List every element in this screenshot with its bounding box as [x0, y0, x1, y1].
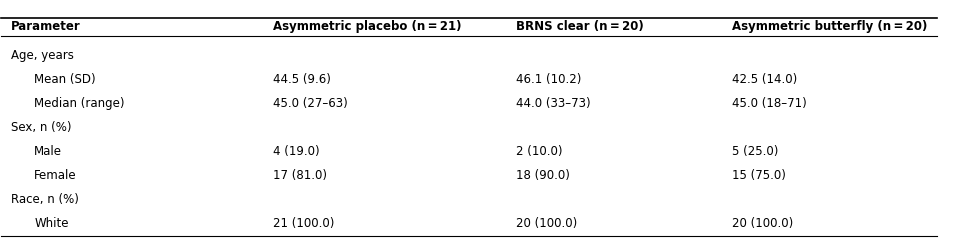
Text: 45.0 (18–71): 45.0 (18–71) [732, 97, 806, 110]
Text: Asymmetric butterfly (n = 20): Asymmetric butterfly (n = 20) [732, 20, 927, 33]
Text: 44.0 (33–73): 44.0 (33–73) [516, 97, 591, 110]
Text: 45.0 (27–63): 45.0 (27–63) [273, 97, 348, 110]
Text: 17 (81.0): 17 (81.0) [273, 169, 327, 182]
Text: Age, years: Age, years [11, 49, 74, 62]
Text: Male: Male [34, 145, 62, 158]
Text: Race, n (%): Race, n (%) [11, 193, 78, 206]
Text: 20 (100.0): 20 (100.0) [732, 217, 793, 230]
Text: 2 (10.0): 2 (10.0) [516, 145, 563, 158]
Text: 15 (75.0): 15 (75.0) [732, 169, 786, 182]
Text: Female: Female [34, 169, 77, 182]
Text: 4 (19.0): 4 (19.0) [273, 145, 320, 158]
Text: 20 (100.0): 20 (100.0) [516, 217, 578, 230]
Text: Mean (SD): Mean (SD) [34, 73, 96, 86]
Text: BRNS clear (n = 20): BRNS clear (n = 20) [516, 20, 644, 33]
Text: White: White [34, 217, 69, 230]
Text: Asymmetric placebo (n = 21): Asymmetric placebo (n = 21) [273, 20, 461, 33]
Text: 46.1 (10.2): 46.1 (10.2) [516, 73, 581, 86]
Text: 42.5 (14.0): 42.5 (14.0) [732, 73, 797, 86]
Text: Median (range): Median (range) [34, 97, 125, 110]
Text: Sex, n (%): Sex, n (%) [11, 121, 72, 134]
Text: Parameter: Parameter [11, 20, 80, 33]
Text: 44.5 (9.6): 44.5 (9.6) [273, 73, 330, 86]
Text: 21 (100.0): 21 (100.0) [273, 217, 334, 230]
Text: 5 (25.0): 5 (25.0) [732, 145, 778, 158]
Text: 18 (90.0): 18 (90.0) [516, 169, 570, 182]
